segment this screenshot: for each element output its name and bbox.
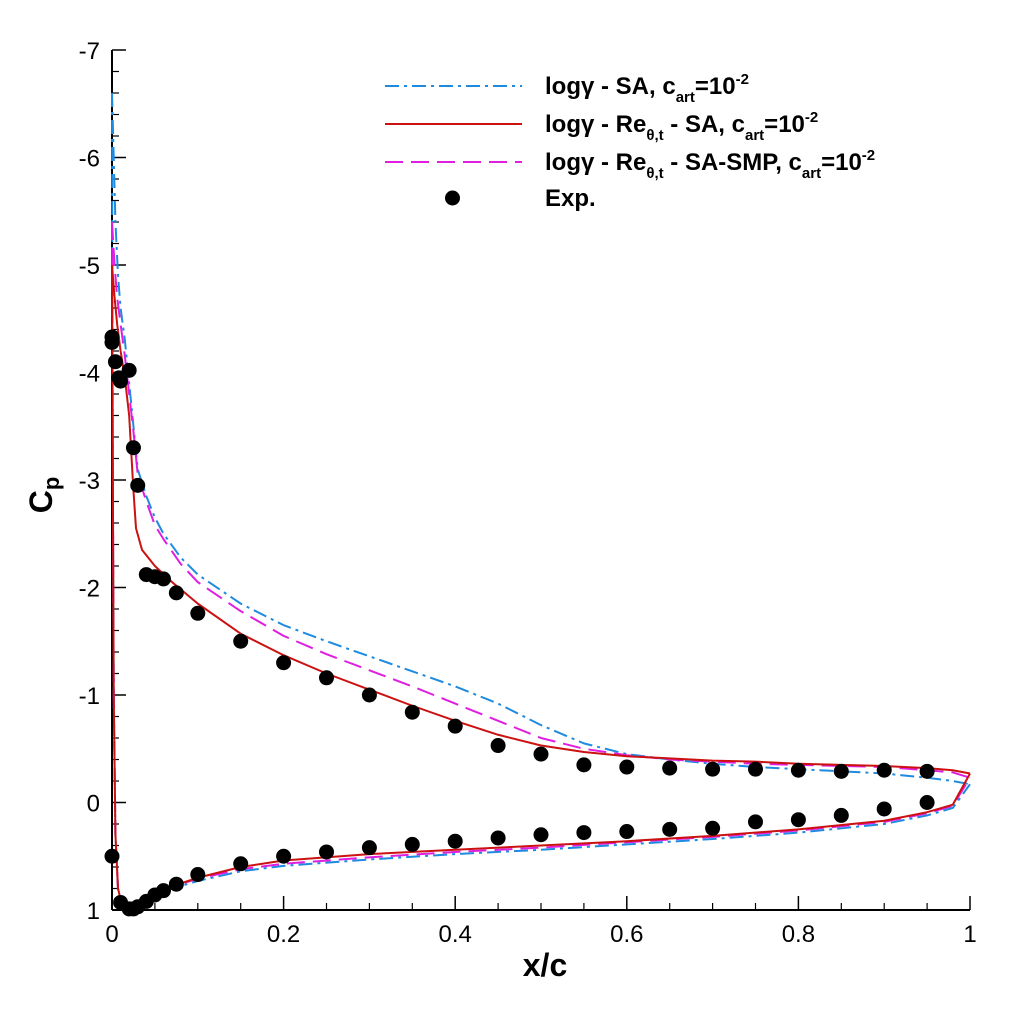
y-tick-label: 0 [87, 791, 100, 818]
exp-point [790, 762, 806, 778]
legend-text-part: logγ - SA, c [545, 73, 676, 100]
exp-point [233, 633, 249, 649]
legend-label-sa: logγ - SA, cart=10-2 [545, 71, 749, 106]
exp-point [790, 812, 806, 828]
exp-point [490, 738, 506, 754]
exp-point [319, 844, 334, 860]
legend-text-part: art [745, 127, 764, 144]
y-tick-label: -7 [79, 38, 100, 65]
exp-point [619, 759, 635, 775]
legend-text-part: art [676, 89, 695, 106]
x-tick-label: 0.6 [610, 921, 643, 948]
y-tick-label: -1 [79, 683, 100, 710]
exp-point [576, 757, 592, 773]
x-tick-label: 0.2 [267, 921, 300, 948]
exp-point [876, 801, 892, 817]
y-axis-title-sub: p [39, 477, 64, 490]
exp-point [361, 687, 377, 703]
exp-point [619, 824, 635, 840]
exp-point [168, 585, 184, 601]
exp-point [155, 571, 171, 587]
exp-point [404, 836, 420, 852]
exp-point [662, 760, 678, 776]
legend-text-part: - SA-SMP, c [664, 149, 802, 176]
y-tick-label: -2 [79, 576, 100, 603]
exp-point [113, 373, 129, 389]
series-line-re_sasmp-upper [111, 221, 971, 779]
exp-point [104, 848, 120, 864]
exp-point [276, 848, 292, 864]
x-tick-label: 0 [105, 921, 118, 948]
experimental-points [104, 329, 935, 917]
exp-point [833, 763, 849, 779]
exp-point [533, 746, 549, 762]
exp-point [130, 477, 146, 493]
exp-point [168, 876, 184, 892]
exp-point [833, 807, 849, 823]
exp-point [125, 440, 141, 456]
exp-point [662, 821, 678, 837]
exp-point [533, 827, 549, 843]
legend-text-part: =10 [695, 73, 736, 100]
exp-point [748, 814, 763, 830]
exp-point [576, 825, 592, 841]
x-axis-title: x/c [523, 947, 567, 983]
exp-point [490, 830, 506, 846]
exp-point [104, 329, 120, 345]
legend-text-part: logγ - Re [545, 149, 646, 176]
exp-point [919, 795, 935, 810]
exp-point [233, 856, 249, 872]
legend-marker-exp [445, 190, 460, 206]
legend-text-part: - SA, c [664, 111, 745, 138]
x-tick-label: 1 [963, 921, 976, 948]
exp-point [190, 867, 206, 883]
y-tick-label: -3 [79, 468, 100, 495]
y-tick-label: -6 [79, 146, 100, 173]
x-tick-label: 0.8 [782, 921, 815, 948]
exp-point [447, 833, 463, 849]
y-tick-label: -5 [79, 253, 100, 280]
legend-text-part: logγ - Re [545, 111, 646, 138]
legend-text-part: θ,t [646, 165, 663, 182]
legend-label-exp: Exp. [545, 185, 596, 212]
exp-point [404, 704, 420, 720]
legend-text-part: -2 [805, 109, 818, 126]
legend-label-re_sa: logγ - Reθ,t - SA, cart=10-2 [545, 109, 818, 144]
exp-point [361, 840, 377, 856]
exp-point [155, 883, 171, 899]
legend-text-part: Exp. [545, 185, 596, 212]
axis-ticks: 0 0.2 0.4 0.6 0.8 110-1-2-3-4-5-6-7 [79, 38, 977, 948]
exp-point [919, 763, 935, 779]
exp-point [876, 762, 892, 778]
exp-point [121, 362, 137, 378]
legend-label-re_sasmp: logγ - Reθ,t - SA-SMP, cart=10-2 [545, 147, 875, 182]
exp-point [705, 820, 721, 836]
exp-point [748, 761, 763, 777]
legend-text-part: θ,t [646, 127, 663, 144]
y-axis-title: Cp [23, 477, 64, 514]
legend-text-part: =10 [821, 149, 862, 176]
y-tick-label: -4 [79, 361, 100, 388]
legend-text-part: art [802, 165, 821, 182]
legend-text-part: -2 [736, 71, 749, 88]
exp-point [276, 655, 292, 671]
exp-point [319, 670, 334, 686]
x-tick-label: 0.4 [439, 921, 472, 948]
legend-text-part: -2 [862, 147, 875, 164]
y-axis-title-main: C [23, 490, 59, 513]
exp-point [107, 354, 123, 370]
exp-point [190, 605, 206, 621]
legend-text-part: =10 [764, 111, 805, 138]
y-tick-label: 1 [87, 898, 100, 925]
series-line-sa-upper [111, 92, 971, 786]
exp-point [705, 761, 721, 777]
exp-point [447, 718, 463, 734]
